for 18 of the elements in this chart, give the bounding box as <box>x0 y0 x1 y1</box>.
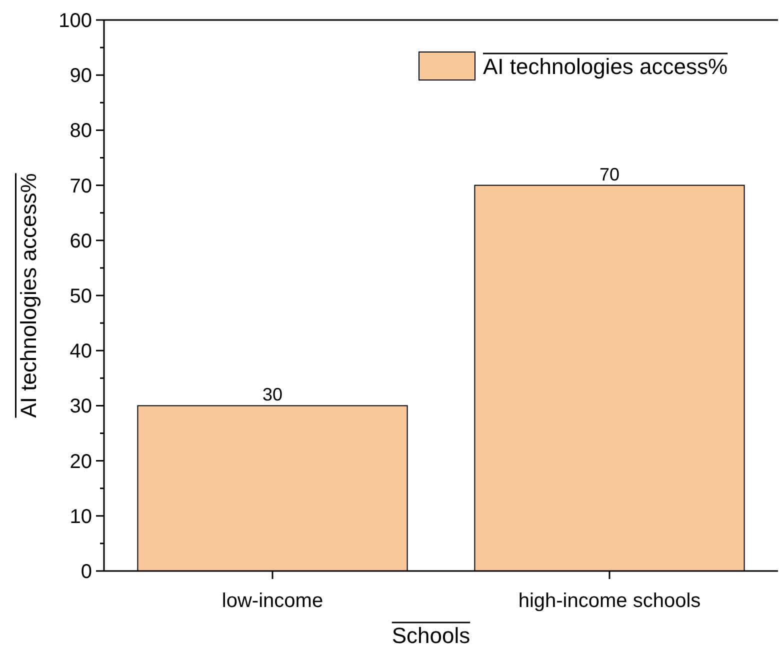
y-tick-label: 40 <box>70 340 92 363</box>
x-tick-label: low-income <box>222 590 324 612</box>
y-tick-label: 10 <box>70 506 92 528</box>
y-tick-label: 0 <box>80 561 92 583</box>
y-tick-label: 60 <box>70 230 92 252</box>
y-tick-label: 90 <box>70 65 92 88</box>
legend-label: AI technologies access% <box>483 54 728 79</box>
y-tick-label: 80 <box>70 120 92 142</box>
y-axis-title: AI technologies access% <box>16 173 41 418</box>
y-tick-label: 70 <box>70 175 92 198</box>
x-tick-label: high-income schools <box>518 590 701 612</box>
data-label: 70 <box>599 164 620 184</box>
y-tick-label: 100 <box>58 10 92 32</box>
y-tick-label: 30 <box>70 396 92 418</box>
y-tick-label: 50 <box>70 286 92 308</box>
y-tick-label: 20 <box>70 450 92 473</box>
x-axis-title: Schools <box>392 623 470 648</box>
data-label: 30 <box>262 384 283 405</box>
